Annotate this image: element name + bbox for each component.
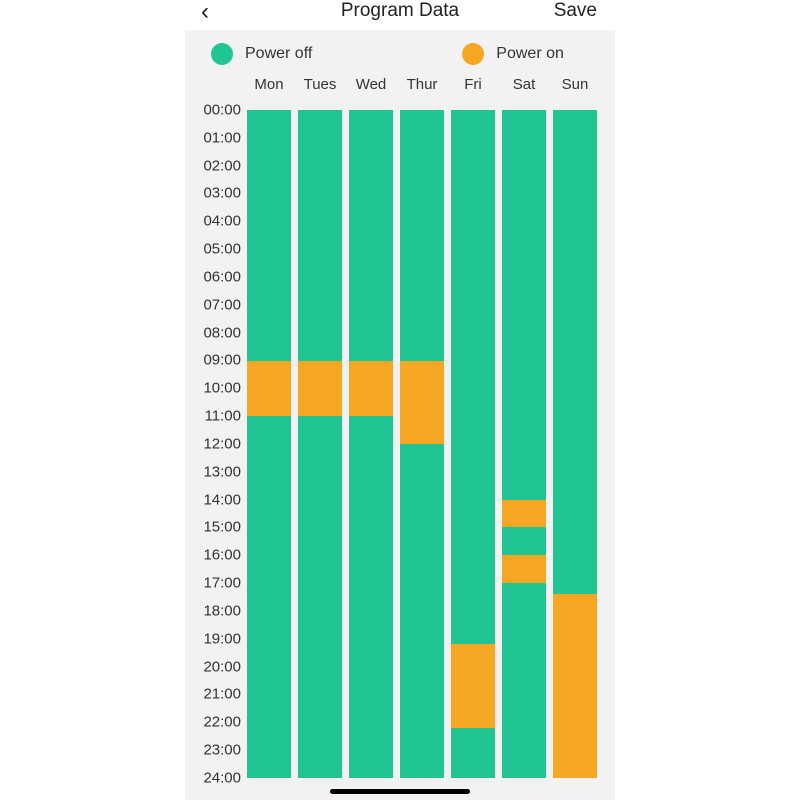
hour-label: 06:00 — [185, 269, 241, 284]
hour-label: 13:00 — [185, 464, 241, 479]
segment-on — [553, 594, 597, 778]
hour-label: 22:00 — [185, 715, 241, 730]
power-on-swatch — [462, 43, 484, 65]
legend: Power off Power on — [185, 32, 615, 76]
hour-label: 17:00 — [185, 576, 241, 591]
segment-off — [247, 110, 291, 778]
day-label: Mon — [244, 76, 294, 93]
power-off-swatch — [211, 43, 233, 65]
day-column[interactable] — [400, 110, 444, 778]
page-title: Program Data — [185, 0, 615, 22]
day-label: Fri — [448, 76, 498, 93]
segment-on — [349, 361, 393, 417]
hour-label: 23:00 — [185, 743, 241, 758]
hour-label: 04:00 — [185, 214, 241, 229]
hour-label: 02:00 — [185, 158, 241, 173]
hour-label: 07:00 — [185, 297, 241, 312]
title-bar: ‹ Program Data Save — [185, 0, 615, 30]
hour-label: 15:00 — [185, 520, 241, 535]
segment-on — [247, 361, 291, 417]
hour-label: 14:00 — [185, 492, 241, 507]
segment-off — [298, 110, 342, 778]
day-column[interactable] — [502, 110, 546, 778]
hour-label: 21:00 — [185, 687, 241, 702]
segment-off — [400, 110, 444, 778]
hour-label: 19:00 — [185, 631, 241, 646]
hour-label: 09:00 — [185, 353, 241, 368]
day-label: Sun — [550, 76, 600, 93]
legend-item-off: Power off — [211, 43, 312, 65]
legend-item-on: Power on — [462, 43, 564, 65]
home-indicator — [330, 789, 470, 794]
save-button[interactable]: Save — [554, 0, 597, 22]
day-column[interactable] — [298, 110, 342, 778]
schedule-columns[interactable] — [247, 110, 605, 778]
day-label: Tues — [295, 76, 345, 93]
app-screen: ‹ Program Data Save Power off Power on M… — [185, 0, 615, 800]
hour-label: 01:00 — [185, 130, 241, 145]
hour-label: 18:00 — [185, 603, 241, 618]
segment-off — [349, 110, 393, 778]
day-column[interactable] — [553, 110, 597, 778]
hour-label: 12:00 — [185, 436, 241, 451]
segment-on — [451, 644, 495, 728]
hour-label: 16:00 — [185, 548, 241, 563]
segment-on — [502, 500, 546, 528]
hour-label: 24:00 — [185, 770, 241, 785]
segment-on — [298, 361, 342, 417]
hour-label: 03:00 — [185, 186, 241, 201]
day-column[interactable] — [451, 110, 495, 778]
day-column[interactable] — [349, 110, 393, 778]
day-label: Thur — [397, 76, 447, 93]
hour-label: 08:00 — [185, 325, 241, 340]
hour-label: 00:00 — [185, 103, 241, 118]
hour-label: 11:00 — [185, 409, 241, 424]
segment-on — [502, 555, 546, 583]
legend-off-label: Power off — [245, 45, 312, 63]
hour-label: 10:00 — [185, 381, 241, 396]
day-label: Wed — [346, 76, 396, 93]
legend-on-label: Power on — [496, 45, 564, 63]
segment-on — [400, 361, 444, 445]
hour-label: 20:00 — [185, 659, 241, 674]
day-column[interactable] — [247, 110, 291, 778]
hour-label: 05:00 — [185, 242, 241, 257]
schedule-chart: MonTuesWedThurFriSatSun 00:00 01:00 02:00 0… — [185, 76, 615, 800]
day-label: Sat — [499, 76, 549, 93]
segment-off — [502, 110, 546, 778]
